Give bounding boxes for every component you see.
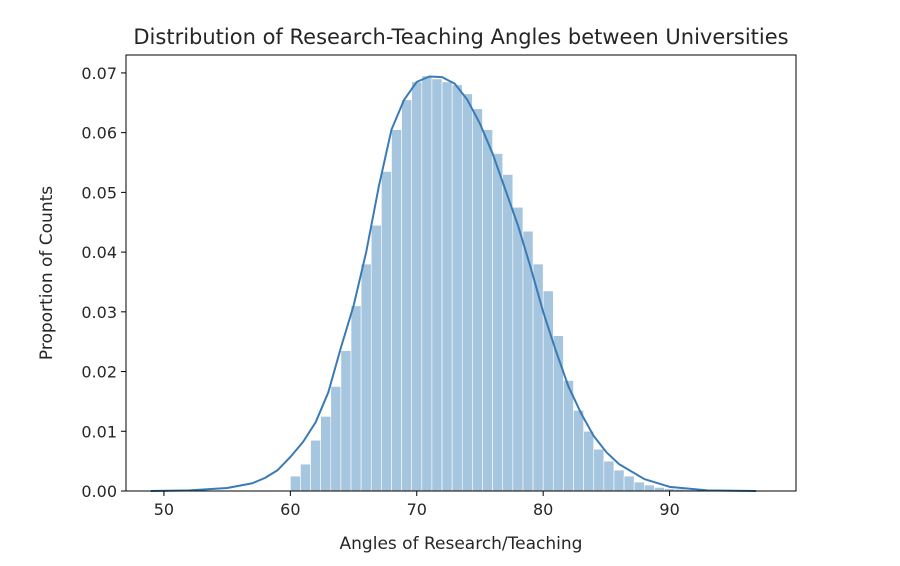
histogram-bar [542, 290, 554, 492]
histogram-bar [350, 305, 362, 492]
histogram-bar [563, 380, 574, 492]
histogram-bar [431, 78, 443, 492]
y-tick-label: 0.02 [81, 363, 117, 382]
histogram-bar [370, 224, 382, 492]
chart-title: Distribution of Research-Teaching Angles… [133, 25, 788, 49]
histogram-bar [613, 469, 625, 492]
histogram-bar [583, 430, 595, 492]
histogram-bar [472, 108, 483, 492]
histogram-bars [290, 75, 756, 492]
x-tick-label: 60 [280, 500, 300, 519]
histogram-bar [411, 81, 423, 492]
histogram-bar [492, 153, 504, 492]
x-tick-label: 70 [407, 500, 427, 519]
histogram-bar [623, 475, 635, 492]
histogram-bar [421, 75, 433, 492]
histogram-bar [593, 448, 605, 492]
histogram-bar [451, 84, 463, 492]
x-tick-label: 90 [659, 500, 679, 519]
histogram-bar [320, 416, 332, 492]
histogram-bar [330, 386, 342, 492]
y-tick-label: 0.01 [81, 422, 117, 441]
histogram-bar [391, 129, 402, 492]
histogram-bar [441, 81, 453, 492]
histogram-bar [290, 475, 301, 492]
y-tick-label: 0.04 [81, 243, 117, 262]
histogram-bar [401, 99, 412, 492]
x-tick-label: 50 [154, 500, 174, 519]
histogram-bar [381, 171, 392, 492]
histogram-bar [573, 410, 584, 492]
histogram-bar [512, 207, 524, 492]
histogram-bar [461, 93, 473, 492]
histogram-bar [360, 263, 372, 492]
histogram-bar [482, 129, 493, 492]
y-tick-label: 0.05 [81, 183, 117, 202]
histogram-bar [502, 174, 514, 492]
y-tick-label: 0.07 [81, 64, 117, 83]
y-tick-label: 0.03 [81, 303, 117, 322]
x-axis-label: Angles of Research/Teaching [340, 534, 583, 554]
y-axis-ticks: 0.00 0.01 0.02 0.03 0.04 0.05 0.06 0.07 [81, 64, 126, 501]
histogram-bar [300, 463, 311, 492]
kde-line [150, 75, 757, 492]
histogram-bar [603, 460, 615, 492]
histogram-bar [532, 263, 544, 492]
kde-curve-group [150, 75, 757, 492]
x-tick-label: 80 [533, 500, 553, 519]
histogram-bar [633, 481, 645, 492]
histogram-bar [644, 484, 655, 492]
y-tick-label: 0.06 [81, 124, 117, 143]
y-tick-label: 0.00 [81, 482, 117, 501]
x-axis-ticks: 50 60 70 80 90 [154, 491, 680, 519]
histogram-bar [310, 439, 321, 492]
histogram-bar [654, 487, 665, 492]
histogram-bar [340, 350, 352, 492]
plot-frame [125, 54, 797, 492]
y-axis-label: Proportion of Counts [37, 186, 57, 360]
